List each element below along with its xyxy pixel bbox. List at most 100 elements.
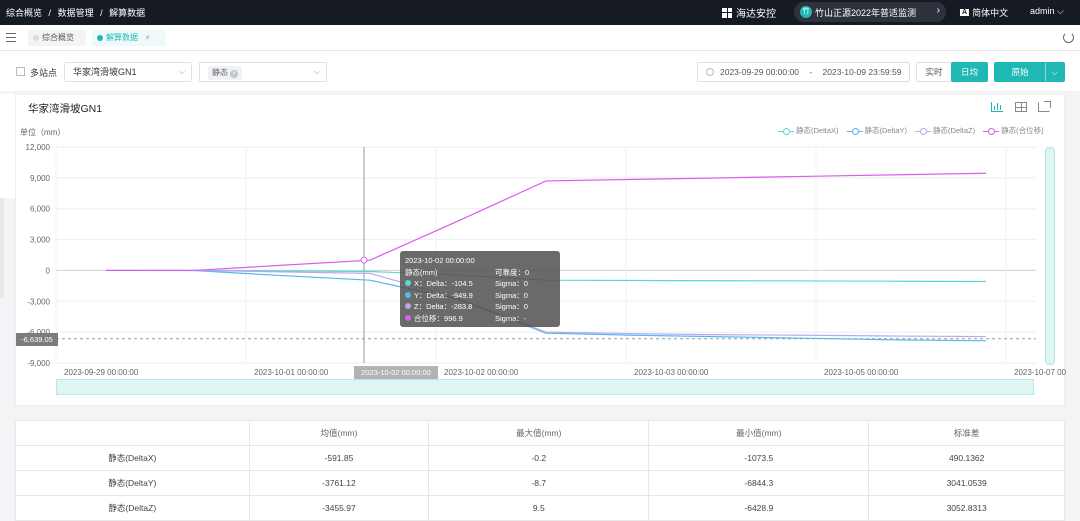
y-tick-label: 9,000	[30, 174, 51, 183]
chart-card: 华家湾滑坡GN1 单位（mm） 静态(DeltaX) 静态(DeltaY) 静态…	[15, 94, 1066, 406]
tab-label: 解算数据	[106, 33, 138, 42]
legend-swatch	[846, 127, 863, 135]
tooltip-row-sigma: Sigma：0	[495, 290, 528, 300]
x-tick-label: 2023-10-07 00:00:00	[1014, 368, 1066, 377]
multi-site-checkbox[interactable]	[16, 67, 25, 76]
legend-item-combined[interactable]: 静态(合位移)	[983, 125, 1044, 136]
tooltip-row-sigma: Sigma：0	[495, 279, 528, 288]
table-row: 静态(DeltaY) -3761.12 -8.7 -6844.3 3041.05…	[15, 470, 1065, 496]
brand-grid-icon	[722, 7, 732, 18]
breadcrumb-item-overview[interactable]: 综合概览	[6, 8, 43, 18]
legend-label: 静态(DeltaZ)	[933, 126, 976, 135]
language-icon: A	[960, 9, 970, 16]
tooltip-header: 静态(mm) 可靠度：0	[405, 267, 555, 279]
breadcrumb-separator: /	[48, 8, 52, 18]
chart-title: 华家湾滑坡GN1	[28, 103, 103, 115]
legend-label: 静态(DeltaX)	[796, 126, 839, 135]
series-dot	[405, 303, 411, 309]
export-icon[interactable]	[1038, 101, 1051, 112]
y-tick-label: -9,000	[27, 359, 50, 368]
project-badge: 竹	[800, 6, 812, 18]
daily-average-button[interactable]: 日均	[951, 62, 988, 82]
tooltip-row-label: X：Delta：-104.5	[414, 279, 473, 288]
chevron-down-icon: ⌵	[178, 67, 185, 76]
breadcrumb-item-data-management[interactable]: 数据管理	[57, 8, 94, 18]
horizontal-zoom-slider[interactable]	[56, 379, 1034, 395]
tooltip-header-right: 可靠度：0	[495, 267, 530, 277]
realtime-button[interactable]: 实时	[916, 62, 952, 82]
series-line-combined	[106, 172, 987, 272]
table-header-cell: 最大值(mm)	[428, 420, 650, 446]
tab-solution-data[interactable]: 解算数据 ×	[92, 30, 166, 46]
tooltip-row-z: Z：Delta：-283.8 Sigma：0	[405, 301, 555, 313]
project-name: 竹山正源2022年普适监测	[815, 7, 917, 18]
date-range-picker[interactable]: 2023-09-29 00:00:00 - 2023-10-09 23:59:5…	[697, 62, 910, 82]
close-icon[interactable]: ×	[145, 33, 150, 42]
line-chart-icon[interactable]	[991, 102, 1003, 112]
table-cell: -6428.9	[648, 495, 870, 521]
tooltip-row-label: Y：Delta：-949.9	[414, 290, 473, 300]
table-cell: 静态(DeltaX)	[15, 445, 250, 471]
tab-label: 综合概览	[42, 33, 74, 42]
mode-select[interactable]: 静态 × ⌵	[199, 62, 327, 82]
tooltip-row-label: Z：Delta：-283.8	[414, 302, 473, 311]
tooltip-row-y: Y：Delta：-949.9 Sigma：0	[405, 290, 555, 302]
hover-point	[360, 256, 368, 264]
date-end[interactable]: 2023-10-09 23:59:59	[822, 67, 902, 77]
y-tick-label: 0	[46, 266, 51, 275]
table-cell: 9.5	[428, 495, 650, 521]
x-tick-label: 2023-10-01 00:00:00	[254, 368, 329, 377]
mode-tag: 静态 ×	[208, 66, 242, 80]
series-line-deltaz	[105, 269, 987, 338]
tooltip-row-x: X：Delta：-104.5 Sigma：0	[405, 278, 555, 290]
tooltip-title: 2023-10-02 00:00:00	[405, 256, 475, 265]
table-header-cell: 均值(mm)	[248, 420, 430, 446]
site-select[interactable]: 华家湾滑坡GN1 ⌵	[64, 62, 192, 82]
table-header-cell	[15, 420, 250, 446]
button-divider	[1045, 63, 1046, 81]
date-start[interactable]: 2023-09-29 00:00:00	[720, 67, 799, 77]
project-selector[interactable]: 竹 竹山正源2022年普适监测 ›	[794, 2, 946, 22]
legend-item-deltax[interactable]: 静态(DeltaX)	[778, 125, 839, 136]
language-label: 简体中文	[972, 8, 1009, 18]
y-tick-label: -6,000	[27, 328, 50, 337]
table-cell: -591.85	[248, 445, 430, 471]
legend-item-deltaz[interactable]: 静态(DeltaZ)	[915, 125, 975, 136]
y-tick-label: 6,000	[30, 205, 51, 214]
x-tick-label: 2023-10-03 00:00:00	[634, 368, 709, 377]
chart-legend: 静态(DeltaX) 静态(DeltaY) 静态(DeltaZ) 静态(合位移)	[778, 125, 1044, 136]
chevron-down-icon[interactable]: ⌵	[1051, 67, 1058, 77]
legend-item-deltay[interactable]: 静态(DeltaY)	[846, 125, 907, 136]
multi-site-label: 多站点	[30, 68, 58, 78]
table-view-icon[interactable]	[1015, 102, 1027, 112]
x-crosshair-label: 2023-10-02 00:00:00	[354, 366, 438, 379]
chevron-right-icon: ›	[936, 5, 940, 16]
raw-data-button[interactable]: 原始 ⌵	[994, 62, 1065, 82]
user-menu[interactable]: admin ⌵	[1030, 6, 1064, 17]
table-cell: 3041.0539	[868, 470, 1065, 496]
vertical-zoom-slider[interactable]	[1045, 147, 1055, 365]
x-tick-label: 2023-10-02 00:00:00	[444, 368, 519, 377]
series-line-deltay	[105, 269, 987, 342]
legend-swatch	[915, 127, 932, 135]
mode-tag-label: 静态	[212, 68, 228, 77]
top-bar: 综合概览 / 数据管理 / 解算数据 海达安控 竹 竹山正源2022年普适监测 …	[0, 0, 1080, 25]
refresh-icon[interactable]	[1063, 32, 1074, 43]
x-tick-label: 2023-10-05 00:00:00	[824, 368, 899, 377]
chart-tooltip: 2023-10-02 00:00:00 静态(mm) 可靠度：0 X：Delta：…	[400, 251, 560, 327]
tab-overview[interactable]: 综合概览	[28, 30, 86, 46]
menu-toggle-icon[interactable]	[6, 33, 16, 42]
table-cell: 3052.8313	[868, 495, 1065, 521]
tag-close-icon[interactable]: ×	[230, 70, 238, 78]
table-row: 静态(DeltaX) -591.85 -0.2 -1073.5 490.1362	[15, 445, 1065, 471]
language-switcher[interactable]: A 简体中文	[960, 6, 1008, 19]
table-cell: -3761.12	[248, 470, 430, 496]
breadcrumb: 综合概览 / 数据管理 / 解算数据	[6, 6, 149, 19]
y-tick-label: 3,000	[30, 236, 51, 245]
clock-icon	[706, 68, 714, 76]
legend-label: 静态(合位移)	[1001, 126, 1044, 135]
tooltip-header-left: 静态(mm)	[405, 267, 438, 277]
brand-name: 海达安控	[736, 9, 776, 20]
y-crosshair-label: -6,639.05	[16, 333, 58, 346]
raw-data-label: 原始	[1011, 67, 1029, 77]
